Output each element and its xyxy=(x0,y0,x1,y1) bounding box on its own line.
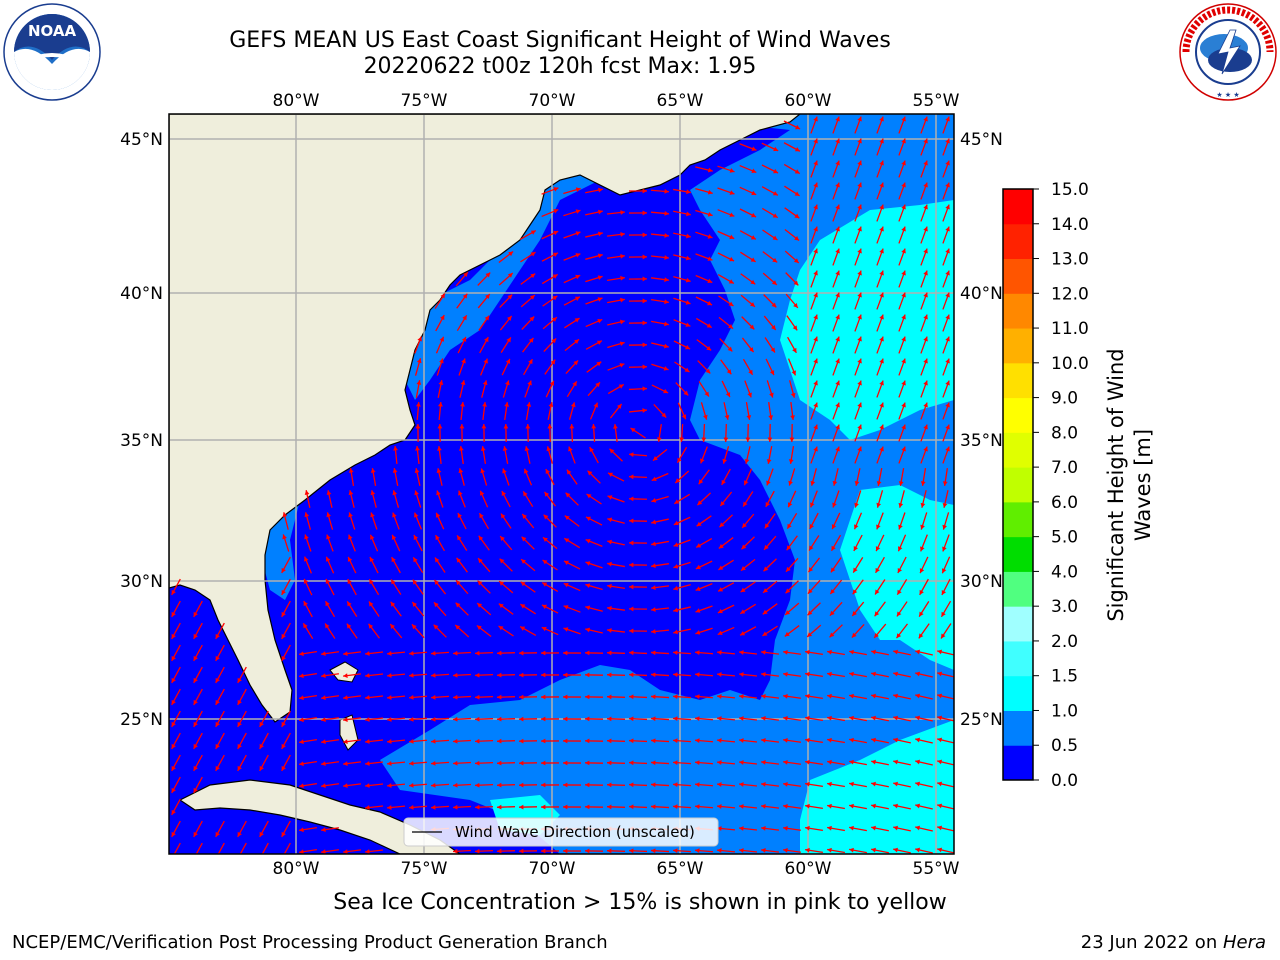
lon-label-top: 75°W xyxy=(401,91,448,111)
lon-label-bottom: 55°W xyxy=(913,859,960,879)
lon-label-bottom: 70°W xyxy=(529,859,576,879)
lon-label-bottom: 80°W xyxy=(273,859,320,879)
lat-label-right: 35°N xyxy=(960,431,1003,451)
lon-label-top: 60°W xyxy=(785,91,832,111)
colorbar-tick-label: 9.0 xyxy=(1051,389,1078,409)
map-frame xyxy=(168,113,955,855)
colorbar-tick-label: 2.0 xyxy=(1051,632,1078,652)
lat-label-right: 30°N xyxy=(960,572,1003,592)
lat-label-left: 45°N xyxy=(120,130,163,150)
map-legend: Wind Wave Direction (unscaled) xyxy=(403,817,719,847)
colorbar-segment xyxy=(1003,675,1033,711)
colorbar-tick-label: 12.0 xyxy=(1051,284,1089,304)
lat-label-left: 30°N xyxy=(120,572,163,592)
colorbar-segment xyxy=(1003,571,1033,607)
colorbar-segment xyxy=(1003,536,1033,572)
sea-ice-note: Sea Ice Concentration > 15% is shown in … xyxy=(333,890,947,915)
colorbar-tick-label: 1.5 xyxy=(1051,667,1078,687)
legend-label: Wind Wave Direction (unscaled) xyxy=(455,823,695,841)
colorbar-frame xyxy=(1002,188,1034,781)
lon-label-top: 80°W xyxy=(273,91,320,111)
colorbar-tick-label: 15.0 xyxy=(1051,180,1089,200)
noaa-logo-text: NOAA xyxy=(28,22,77,40)
map-plot-area xyxy=(169,114,954,854)
lon-label-top: 70°W xyxy=(529,91,576,111)
colorbar-segment xyxy=(1003,745,1033,781)
colorbar-segment xyxy=(1003,501,1033,538)
ocean-band-0.5-1.0-coastal xyxy=(405,114,690,400)
ocean-band-1.0-1.5-northeast xyxy=(780,200,954,440)
colorbar-segment xyxy=(1003,293,1033,329)
lat-label-right: 45°N xyxy=(960,130,1003,150)
lon-label-top: 65°W xyxy=(657,91,704,111)
map-subtitle: 20220622 t00z 120h fcst Max: 1.95 xyxy=(363,54,757,79)
lat-label-right: 25°N xyxy=(960,710,1003,730)
colorbar-tick-label: 0.5 xyxy=(1051,736,1078,756)
ocean-band-1.0-1.5-southeast xyxy=(800,720,954,854)
colorbar-tick-label: 11.0 xyxy=(1051,319,1089,339)
noaa-logo: NOAA xyxy=(3,3,101,101)
colorbar-segment xyxy=(1003,467,1033,503)
colorbar-segment xyxy=(1003,432,1033,468)
footer-date: 23 Jun 2022 on Hera xyxy=(1080,932,1266,953)
longitude-labels-top: 80°W 75°W 70°W 65°W 60°W 55°W xyxy=(273,91,960,111)
land-north-america xyxy=(169,114,801,723)
colorbar-tick-label: 14.0 xyxy=(1051,215,1089,235)
lon-label-top: 55°W xyxy=(913,91,960,111)
lon-label-bottom: 65°W xyxy=(657,859,704,879)
colorbar-segment xyxy=(1003,223,1033,260)
nws-logo: ★ ★ ★ xyxy=(1179,3,1277,101)
colorbar xyxy=(1002,188,1039,781)
colorbar-tick-label: 4.0 xyxy=(1051,562,1078,582)
svg-text:★ ★ ★: ★ ★ ★ xyxy=(1216,91,1239,99)
colorbar-segment xyxy=(1003,189,1033,225)
land-cuba xyxy=(178,779,462,854)
map-gridlines xyxy=(169,114,954,854)
colorbar-tick-label: 5.0 xyxy=(1051,528,1078,548)
longitude-labels-bottom: 80°W 75°W 70°W 65°W 60°W 55°W xyxy=(273,859,960,879)
colorbar-tick-label: 13.0 xyxy=(1051,250,1089,270)
colorbar-tick-labels: 0.0 0.5 1.0 1.5 2.0 3.0 4.0 5.0 6.0 7.0 8.0 9.0 10.0… xyxy=(1051,180,1089,791)
colorbar-title-line2: Waves [m] xyxy=(1131,429,1155,541)
colorbar-tick-label: 7.0 xyxy=(1051,458,1078,478)
colorbar-segment xyxy=(1003,606,1033,642)
colorbar-tick-label: 0.0 xyxy=(1051,771,1078,791)
colorbar-segment xyxy=(1003,362,1033,399)
colorbar-segment xyxy=(1003,328,1033,364)
lat-label-left: 25°N xyxy=(120,710,163,730)
footer-credit: NCEP/EMC/Verification Post Processing Pr… xyxy=(12,932,608,953)
latitude-labels-left: 45°N 40°N 35°N 30°N 25°N xyxy=(120,130,163,730)
colorbar-tick-label: 3.0 xyxy=(1051,597,1078,617)
colorbar-segment xyxy=(1003,640,1033,677)
lat-label-right: 40°N xyxy=(960,284,1003,304)
colorbar-tick-label: 6.0 xyxy=(1051,493,1078,513)
map-title: GEFS MEAN US East Coast Significant Heig… xyxy=(229,28,891,53)
lon-label-bottom: 60°W xyxy=(785,859,832,879)
colorbar-segment xyxy=(1003,258,1033,294)
colorbar-segment xyxy=(1003,710,1033,746)
lat-label-left: 40°N xyxy=(120,284,163,304)
ocean-band-1.0-1.5-east xyxy=(840,485,954,670)
lat-label-left: 35°N xyxy=(120,431,163,451)
latitude-labels-right: 45°N 40°N 35°N 30°N 25°N xyxy=(960,130,1003,730)
colorbar-title-line1: Significant Height of Wind xyxy=(1104,348,1128,621)
colorbar-segment xyxy=(1003,397,1033,433)
lon-label-bottom: 75°W xyxy=(401,859,448,879)
land-bahamas xyxy=(329,661,359,751)
colorbar-tick-label: 8.0 xyxy=(1051,423,1078,443)
wind-wave-direction-arrows xyxy=(171,116,954,854)
colorbar-tick-label: 1.0 xyxy=(1051,701,1078,721)
colorbar-tick-label: 10.0 xyxy=(1051,354,1089,374)
